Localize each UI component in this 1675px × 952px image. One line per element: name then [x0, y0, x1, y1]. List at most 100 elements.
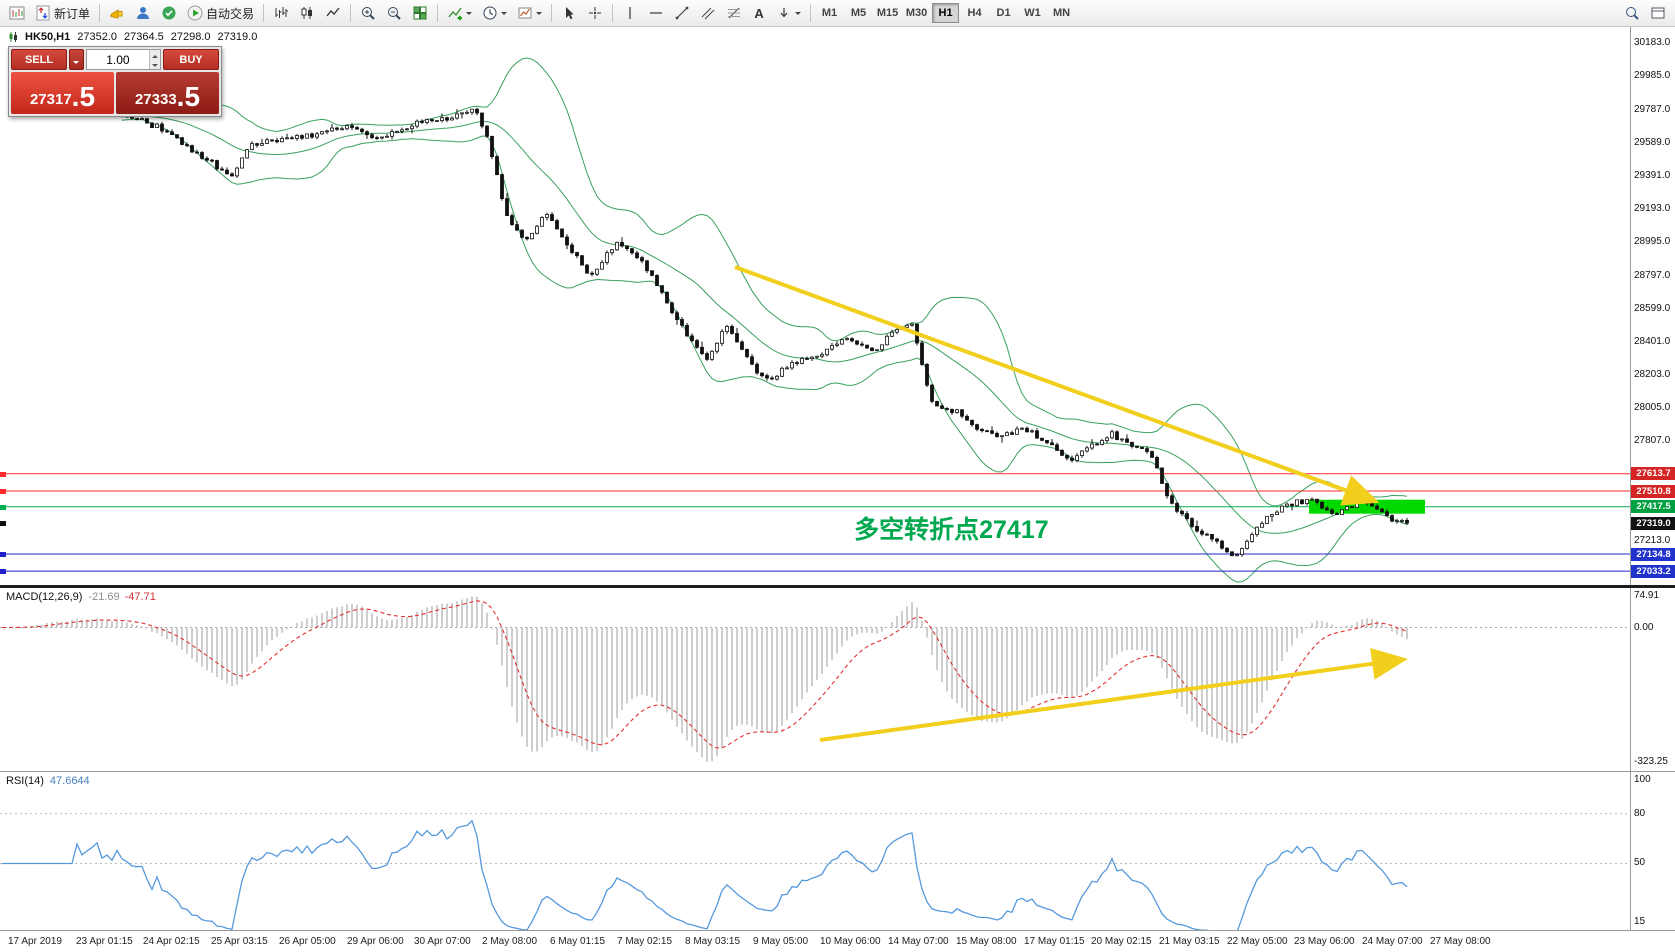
time-axis-label: 24 May 07:00 [1362, 936, 1423, 947]
caret-down-icon [73, 61, 79, 67]
zoom-out-icon [388, 7, 401, 20]
timeframe-h4[interactable]: H4 [967, 7, 982, 19]
sell-price-display[interactable]: 27317.5 [11, 72, 114, 114]
time-axis[interactable]: 17 Apr 2019 23 Apr 01:15 24 Apr 02:15 25 Ap… [0, 930, 1675, 952]
timeframe-m5[interactable]: M5 [850, 7, 867, 19]
macd-canvas [0, 596, 1630, 762]
search-button[interactable] [1619, 2, 1645, 24]
periods-button[interactable] [477, 2, 512, 24]
profile-button[interactable] [130, 2, 156, 24]
timeframe-d1[interactable]: D1 [996, 7, 1011, 19]
fibonacci-icon [728, 7, 741, 19]
line-chart-button[interactable] [320, 2, 346, 24]
timeframe-m1[interactable]: M1 [821, 7, 838, 19]
timeframe-mn[interactable]: MN [1052, 7, 1071, 19]
chart-window: HK50,H1 27352.0 27364.5 27298.0 27319.0 … [0, 27, 1675, 952]
rsi-scale-label: 80 [1634, 807, 1646, 819]
rsi-scale-label: 50 [1634, 857, 1646, 869]
timeframe-group: M1 M5 M15 M30 H1 H4 D1 W1 MN [815, 3, 1076, 23]
buy-price-frac: .5 [176, 81, 201, 112]
arrows-tool[interactable] [771, 2, 806, 24]
caret-down-icon [795, 12, 802, 18]
line-left-marker [0, 504, 6, 510]
timeframe-h1[interactable]: H1 [932, 3, 960, 23]
candlestick-chart-button[interactable] [294, 2, 320, 24]
price-chart-canvas [0, 57, 1630, 583]
new-order-button[interactable]: 新订单 [30, 2, 95, 24]
market-button[interactable] [156, 2, 182, 24]
bar-chart-button[interactable] [268, 2, 294, 24]
price-axis-label: 28203.0 [1634, 369, 1671, 381]
price-left-marker [0, 521, 6, 527]
autotrade-button[interactable]: 自动交易 [182, 2, 259, 24]
arrow-object-icon [780, 8, 788, 18]
caret-down-icon [536, 12, 543, 18]
text-tool[interactable]: A [747, 2, 771, 24]
chart-annotation-text: 多空转折点27417 [854, 515, 1049, 544]
time-axis-label: 20 May 02:15 [1091, 936, 1152, 947]
zoom-out-button[interactable] [381, 2, 407, 24]
cursor-button[interactable] [556, 2, 582, 24]
macd-header: MACD(12,26,9) -21.69 -47.71 [6, 591, 156, 603]
horizontal-level-lines[interactable] [0, 473, 1630, 572]
window-layout-button[interactable] [1645, 2, 1671, 24]
bar-chart-icon [275, 7, 289, 18]
price-chart-panel[interactable]: HK50,H1 27352.0 27364.5 27298.0 27319.0 … [0, 27, 1630, 585]
timeframe-m15[interactable]: M15 [876, 7, 899, 19]
trend-arrow-up[interactable] [819, 647, 1408, 742]
current-price-tag: 27319.0 [1631, 516, 1675, 530]
symbol-icon [9, 32, 17, 42]
macd-panel[interactable]: MACD(12,26,9) -21.69 -47.71 [0, 588, 1630, 771]
market-icon [162, 6, 176, 20]
rsi-scale-label: 15 [1634, 915, 1646, 927]
level-price-tag: 27613.7 [1631, 467, 1675, 481]
channel-tool[interactable] [695, 2, 721, 24]
trendline-tool[interactable] [669, 2, 695, 24]
sell-button[interactable]: SELL [11, 49, 67, 70]
volume-decrease-button[interactable] [149, 59, 160, 69]
time-axis-label: 22 May 05:00 [1227, 936, 1288, 947]
autotrade-label: 自动交易 [206, 6, 255, 21]
separator [437, 4, 439, 22]
vertical-line-tool[interactable] [617, 2, 643, 24]
line-left-marker [0, 552, 6, 558]
crosshair-button[interactable] [582, 2, 608, 24]
panel-divider[interactable] [0, 771, 1675, 772]
timeframe-m30[interactable]: M30 [905, 7, 928, 19]
macd-title: MACD(12,26,9) [6, 591, 83, 603]
text-tool-icon: A [754, 5, 764, 21]
templates-button[interactable] [512, 2, 547, 24]
volume-increase-button[interactable] [149, 50, 160, 60]
indicators-button[interactable] [442, 2, 477, 24]
buy-button[interactable]: BUY [163, 49, 219, 70]
time-axis-label: 14 May 07:00 [888, 936, 949, 947]
news-button[interactable] [104, 2, 130, 24]
sell-price-main: 27317 [29, 91, 72, 108]
volume-input[interactable] [87, 50, 149, 69]
template-icon [518, 7, 532, 19]
price-axis-label: 28995.0 [1634, 236, 1671, 248]
trend-arrow-down[interactable] [734, 265, 1380, 506]
sell-price-frac: .5 [71, 81, 96, 112]
timeframe-w1[interactable]: W1 [1024, 7, 1041, 19]
time-axis-label: 17 Apr 2019 [8, 936, 62, 947]
new-chart-button[interactable] [4, 2, 30, 24]
horizontal-line-tool[interactable] [643, 2, 669, 24]
zoom-in-button[interactable] [355, 2, 381, 24]
price-axis[interactable]: 30183.0 29985.0 29787.0 29589.0 29391.0 29193… [1630, 27, 1675, 930]
rsi-scale-label: 100 [1634, 774, 1651, 786]
indicators-icon [448, 7, 463, 21]
panel-divider[interactable] [0, 585, 1675, 588]
rsi-canvas [0, 813, 1630, 936]
buy-price-main: 27333 [134, 91, 177, 108]
ohlc-low: 27298.0 [170, 31, 211, 43]
highlight-rectangle[interactable] [1309, 499, 1425, 514]
bollinger-bands [121, 57, 1408, 583]
buy-price-display[interactable]: 27333.5 [116, 72, 219, 114]
order-type-dropdown[interactable] [69, 49, 84, 70]
tile-windows-button[interactable] [407, 2, 433, 24]
fibonacci-tool[interactable] [721, 2, 747, 24]
ohlc-open: 27352.0 [77, 31, 118, 43]
rsi-panel[interactable]: RSI(14) 47.6644 [0, 772, 1630, 936]
one-click-trading-panel: SELL BUY 27317.5 27333.5 [8, 46, 222, 117]
